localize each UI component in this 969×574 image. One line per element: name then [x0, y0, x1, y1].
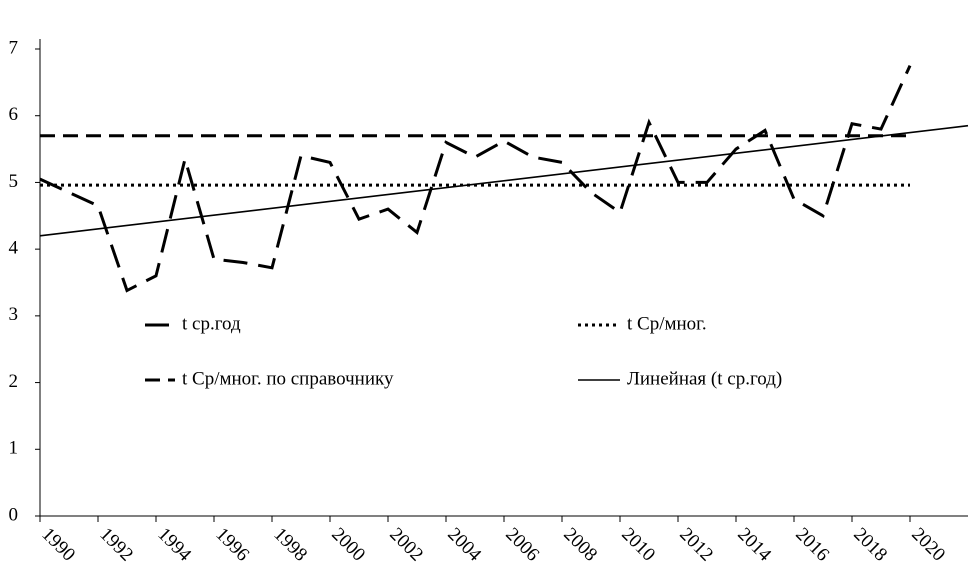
y-tick-label: 1	[9, 438, 19, 459]
x-tick-label: 2006	[501, 524, 543, 566]
x-tick-label: 1996	[211, 524, 253, 566]
x-tick-label: 1998	[269, 524, 311, 566]
x-tick-label: 2000	[327, 524, 369, 566]
legend-label: Линейная (t ср.год)	[627, 368, 782, 389]
y-tick-label: 0	[9, 504, 19, 525]
x-tick-label: 2010	[617, 524, 659, 566]
y-tick-label: 7	[9, 37, 19, 58]
x-tick-label: 2020	[907, 524, 949, 566]
x-tick-label: 2012	[675, 524, 717, 566]
legend-label: t ср.год	[182, 313, 241, 334]
y-tick-label: 5	[9, 171, 19, 192]
legend-label: t Ср/мног.	[627, 313, 707, 334]
legend-label: t Ср/мног. по справочнику	[182, 368, 394, 389]
x-tick-label: 2014	[733, 524, 775, 566]
x-tick-label: 1994	[153, 524, 195, 566]
x-tick-label: 1992	[95, 524, 137, 566]
x-tick-label: 1990	[37, 524, 79, 566]
y-tick-label: 6	[9, 104, 19, 125]
series-line	[39, 124, 969, 237]
series-line	[39, 65, 912, 293]
y-tick-label: 3	[9, 304, 19, 325]
y-tick-label: 4	[9, 238, 19, 259]
x-tick-label: 2002	[385, 524, 427, 566]
y-tick-label: 2	[9, 371, 19, 392]
x-tick-label: 2018	[849, 524, 891, 566]
x-tick-label: 2008	[559, 524, 601, 566]
x-tick-label: 2016	[791, 524, 833, 566]
x-tick-label: 2004	[443, 524, 485, 566]
